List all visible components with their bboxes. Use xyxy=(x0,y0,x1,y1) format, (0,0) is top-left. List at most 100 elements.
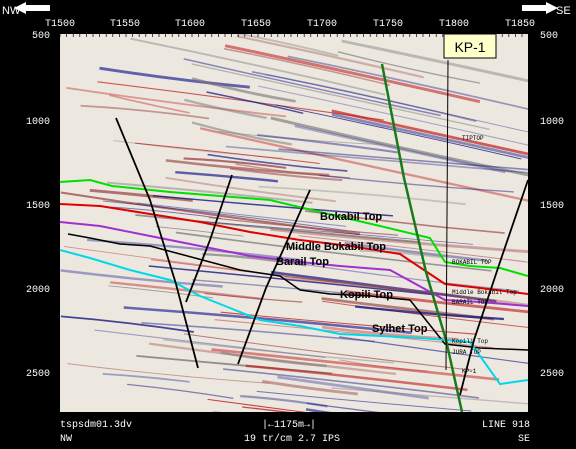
reflector xyxy=(109,94,190,114)
well-marker-kopili: Kopili Top xyxy=(452,338,488,345)
reflector xyxy=(175,231,492,272)
reflector xyxy=(195,220,473,245)
well-marker-tiptop: TIPTOP xyxy=(462,135,484,142)
reflector xyxy=(275,104,522,160)
reflector xyxy=(67,363,270,384)
reflector xyxy=(331,109,528,156)
reflector xyxy=(261,379,358,396)
faults xyxy=(115,117,529,396)
well-callout: KP-1 xyxy=(443,33,497,59)
reflector xyxy=(265,73,528,133)
reflector xyxy=(208,216,399,236)
depth-label-right: 1000 xyxy=(540,117,564,128)
reflector xyxy=(202,252,307,267)
well-marker-labels: BOKABIL TOP Middle Bokabil Top BARAIL TO… xyxy=(452,135,517,375)
depth-label-right: 2000 xyxy=(540,285,564,296)
reflector xyxy=(127,383,234,400)
top-tick-marks xyxy=(59,34,523,37)
footer-line: LINE 918 xyxy=(482,420,530,431)
reflector xyxy=(135,214,419,243)
reflector xyxy=(322,325,459,341)
reflector xyxy=(341,39,528,83)
reflector xyxy=(270,270,497,303)
well-marker-kp1: KP-1 xyxy=(462,368,477,375)
well-trajectory xyxy=(380,63,464,413)
reflector xyxy=(344,241,488,263)
reflector xyxy=(284,275,528,307)
reflector xyxy=(192,279,371,297)
reflector xyxy=(103,206,222,219)
reflector xyxy=(60,269,223,288)
reflector xyxy=(337,51,481,84)
depth-labels-left: 500 1000 1500 2000 2500 xyxy=(26,31,50,380)
reflector xyxy=(127,419,247,432)
reflector xyxy=(359,249,444,259)
reflector xyxy=(236,34,339,57)
reflector xyxy=(60,315,194,333)
reflector xyxy=(257,133,398,154)
depth-labels-right: 500 1000 1500 2000 2500 xyxy=(540,31,564,380)
reflector xyxy=(242,406,292,412)
reflector xyxy=(270,227,528,253)
label-barail-top: Barail Top xyxy=(276,256,329,268)
reflector xyxy=(94,329,326,358)
reflector xyxy=(235,163,350,179)
reflector xyxy=(199,127,528,202)
arrow-left-icon xyxy=(14,2,50,14)
fault-2 xyxy=(185,174,233,303)
reflector xyxy=(152,194,394,217)
reflector xyxy=(339,336,528,364)
well-marker-bokabil: BOKABIL TOP xyxy=(452,259,492,266)
reflector xyxy=(184,98,267,120)
reflector xyxy=(136,202,347,227)
top-tick-label: T1550 xyxy=(110,19,140,30)
reflector xyxy=(102,373,190,383)
reflector xyxy=(183,157,287,169)
fault-4 xyxy=(459,179,529,396)
reflector xyxy=(99,66,250,89)
horizon-kopili-top xyxy=(67,233,528,351)
reflector xyxy=(331,112,528,159)
reflector xyxy=(207,398,308,412)
depth-label-left: 2000 xyxy=(26,285,50,296)
reflector xyxy=(175,170,279,183)
reflector xyxy=(287,55,528,111)
well-callout-line xyxy=(445,59,449,371)
footer-scale: |←1175m→| xyxy=(262,419,316,431)
reflector xyxy=(331,387,528,405)
reflector xyxy=(223,47,391,86)
footer-se: SE xyxy=(518,434,530,445)
depth-label-left: 1500 xyxy=(26,201,50,212)
top-tick-label: T1500 xyxy=(45,19,75,30)
footer: tspsdm01.3dv |←1175m→| LINE 918 NW 19 tr… xyxy=(60,419,530,445)
reflector xyxy=(184,333,473,371)
horizon-barail-top xyxy=(60,221,528,307)
reflector xyxy=(206,91,304,115)
depth-label-left: 500 xyxy=(32,31,50,42)
reflector xyxy=(245,364,468,392)
horizon-sylhet-top xyxy=(60,249,528,386)
direction-right-label: SE xyxy=(556,5,571,17)
direction-left: NW xyxy=(2,2,50,17)
reflector xyxy=(277,375,429,400)
reflector xyxy=(225,145,528,174)
direction-right: SE xyxy=(522,2,571,17)
horizons xyxy=(60,178,528,386)
depth-label-right: 2500 xyxy=(540,369,564,380)
horizon-bokabil-top xyxy=(60,178,528,277)
reflector xyxy=(223,368,480,399)
reflector xyxy=(298,235,528,263)
top-tick-labels: T1500 T1550 T1600 T1650 T1700 T1750 T1800 T1850 xyxy=(45,19,535,30)
top-tick-label: T1850 xyxy=(505,19,535,30)
depth-label-left: 1000 xyxy=(26,117,50,128)
well-callout-label: KP-1 xyxy=(454,39,485,55)
depth-label-right: 1500 xyxy=(540,201,564,212)
reflector xyxy=(214,319,494,349)
top-tick-label: T1600 xyxy=(175,19,205,30)
reflector xyxy=(155,226,244,237)
reflector xyxy=(204,292,303,303)
reflector xyxy=(87,238,303,262)
reflector xyxy=(278,148,528,171)
arrow-right-icon xyxy=(522,2,558,14)
